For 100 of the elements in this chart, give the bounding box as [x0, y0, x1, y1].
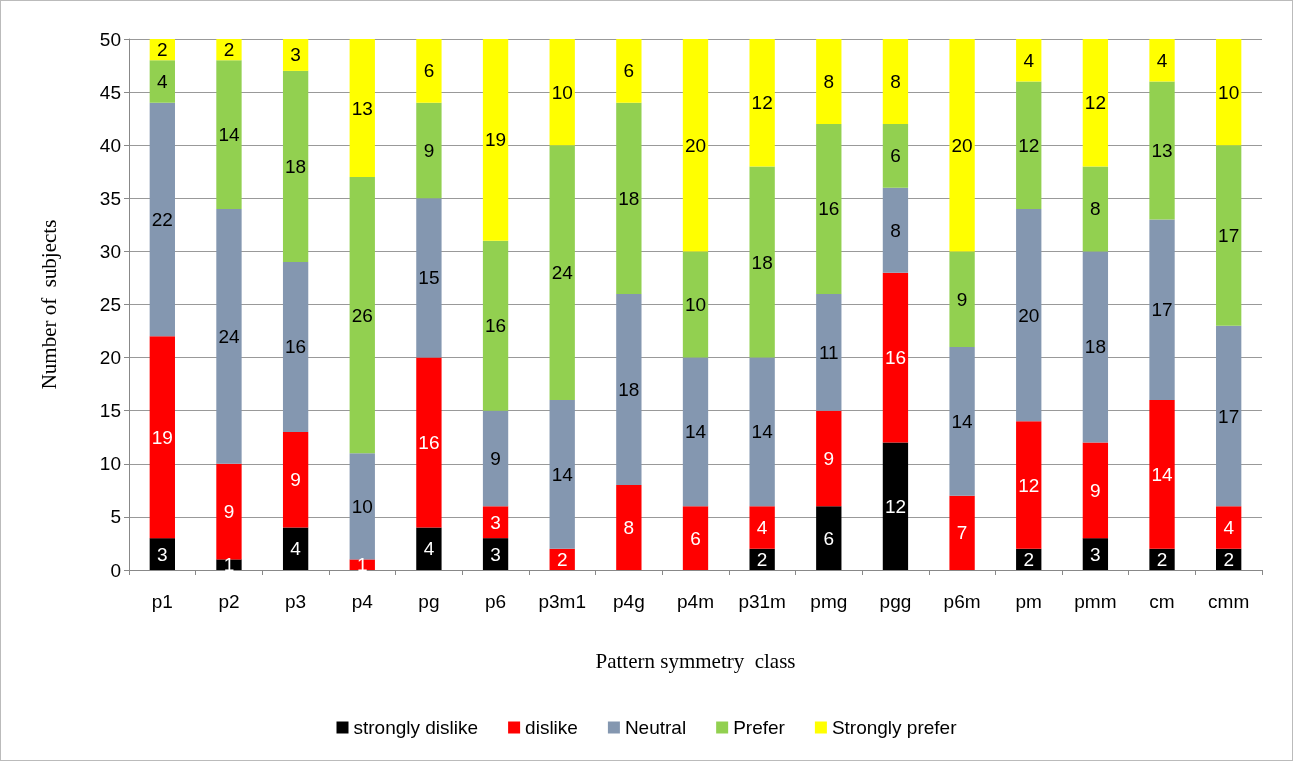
bar [1016, 421, 1042, 549]
data-label: 20 [684, 134, 707, 156]
data-label: 2 [1223, 548, 1234, 570]
bar [1082, 251, 1109, 443]
bar [1216, 506, 1242, 549]
bar [482, 240, 509, 411]
bar [816, 410, 842, 507]
x-axis-title: Pattern symmetry class [595, 648, 796, 673]
data-label: 2 [1023, 548, 1035, 570]
bar [749, 357, 775, 507]
data-label: 3 [490, 511, 501, 533]
data-label: 3 [490, 543, 501, 565]
bar [616, 102, 642, 294]
data-label: 12 [1018, 134, 1040, 156]
data-label: 4 [290, 538, 302, 560]
data-label: 14 [551, 463, 574, 485]
data-label: 6 [623, 60, 635, 82]
bar [349, 177, 375, 454]
bar [282, 70, 309, 263]
y-tick-label: 5 [110, 506, 121, 528]
bar [949, 346, 975, 496]
bar [416, 198, 442, 358]
x-tick-label: pg [418, 591, 440, 612]
x-tick-label: cm [1149, 591, 1175, 612]
bar [882, 187, 909, 273]
bar [416, 527, 442, 570]
data-label: 10 [351, 495, 373, 517]
data-label: 9 [223, 501, 235, 523]
y-tick-label: 0 [110, 559, 121, 581]
bar [216, 463, 242, 560]
data-label: 8 [823, 70, 835, 92]
bar [682, 506, 709, 570]
data-label: 4 [157, 70, 169, 92]
bar [616, 39, 642, 103]
legend-label: strongly dislike [353, 717, 479, 738]
x-tick-label: p3 [285, 591, 307, 612]
data-label: 2 [223, 39, 235, 61]
data-label: 26 [351, 304, 373, 326]
x-tick-label: p2 [218, 591, 240, 612]
data-label: 12 [884, 495, 907, 517]
bar [1216, 39, 1242, 146]
data-label: 6 [823, 527, 835, 549]
data-label: 3 [157, 543, 168, 565]
data-label: 4 [423, 538, 435, 560]
bar [482, 410, 509, 507]
data-label: 9 [423, 140, 435, 162]
bar [1082, 442, 1109, 539]
x-tick-label: p6m [943, 591, 981, 612]
bar [816, 39, 842, 124]
y-tick-label: 50 [99, 28, 121, 50]
bar [216, 60, 242, 209]
x-tick-label: pmm [1074, 591, 1117, 612]
data-label: 4 [1156, 49, 1168, 71]
bar [816, 506, 842, 570]
data-label: 7 [956, 522, 968, 544]
x-tick-label: pgg [879, 591, 912, 612]
bar [1016, 81, 1042, 209]
data-label: 15 [418, 267, 440, 289]
data-label: 11 [818, 341, 839, 363]
data-label: 9 [956, 288, 968, 310]
bar [1082, 39, 1109, 167]
bar [616, 485, 642, 570]
bar [549, 39, 575, 146]
bar [1016, 208, 1042, 422]
data-label: 12 [751, 92, 773, 114]
data-label: 20 [951, 134, 973, 156]
bar [682, 39, 709, 252]
y-tick-label: 35 [99, 187, 121, 209]
bar [682, 357, 709, 507]
bar [949, 251, 975, 347]
bar [282, 527, 309, 570]
x-tick-label: pmg [810, 591, 848, 612]
data-label: 4 [756, 517, 768, 539]
bar [482, 39, 509, 241]
bar [682, 251, 709, 358]
data-label: 2 [756, 548, 768, 570]
bar [749, 506, 775, 549]
bar [882, 272, 909, 443]
data-label: 2 [1156, 548, 1168, 570]
data-label: 19 [151, 426, 173, 448]
y-tick-label: 20 [99, 347, 121, 369]
x-tick-label: p3m1 [538, 591, 586, 612]
bar [549, 145, 575, 401]
data-label: 3 [1090, 543, 1101, 565]
data-label: 18 [618, 187, 640, 209]
x-tick-label: p4m [677, 591, 714, 612]
data-label: 2 [157, 39, 168, 61]
legend-label: Neutral [624, 717, 687, 738]
data-label: 1 [223, 554, 235, 576]
y-tick-label: 45 [99, 81, 121, 103]
bar [149, 336, 175, 539]
data-label: 16 [484, 315, 507, 337]
data-label: 18 [1084, 336, 1106, 358]
data-label: 14 [218, 124, 240, 146]
data-label: 4 [1223, 517, 1235, 539]
y-tick-label: 25 [99, 294, 121, 315]
bar [482, 538, 509, 570]
bar [282, 262, 309, 432]
bar [749, 39, 775, 167]
bar [1149, 219, 1175, 401]
